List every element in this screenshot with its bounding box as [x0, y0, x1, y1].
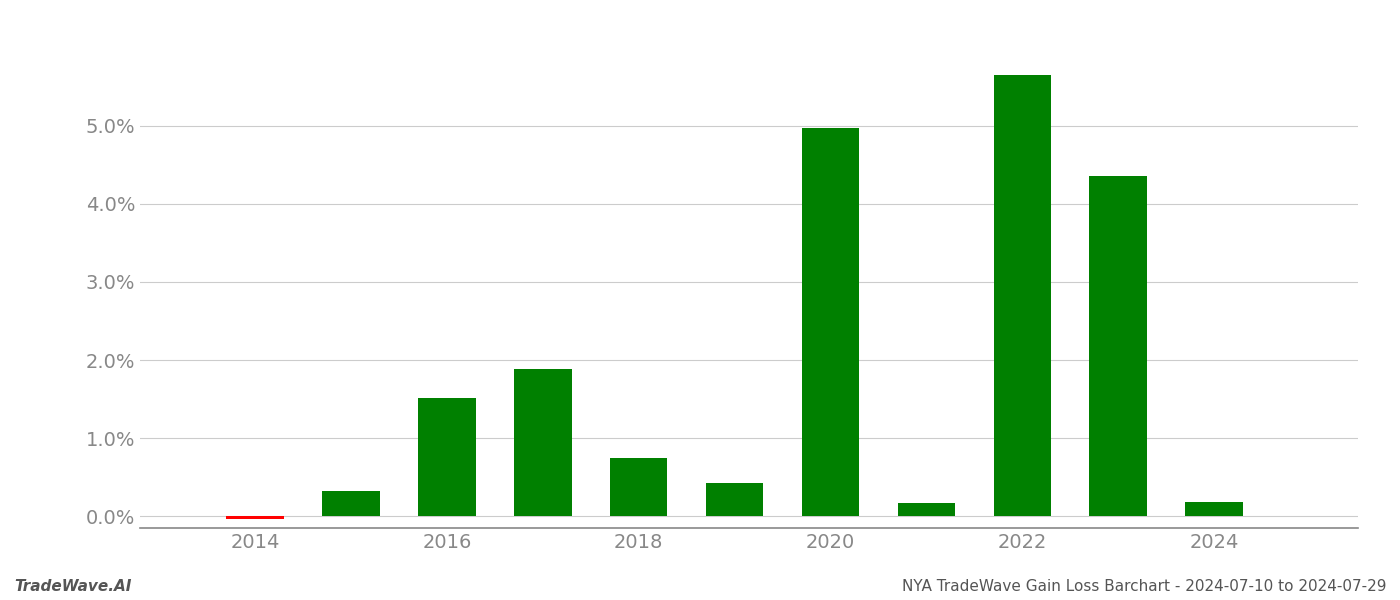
Text: TradeWave.AI: TradeWave.AI — [14, 579, 132, 594]
Bar — [227, 516, 284, 518]
Bar — [419, 398, 476, 516]
Bar — [514, 370, 571, 516]
Bar — [322, 491, 379, 516]
Bar — [994, 75, 1051, 516]
Bar — [1186, 502, 1243, 516]
Bar — [1089, 176, 1147, 516]
Bar — [706, 484, 763, 516]
Bar — [610, 458, 668, 516]
Bar — [897, 503, 955, 516]
Text: NYA TradeWave Gain Loss Barchart - 2024-07-10 to 2024-07-29: NYA TradeWave Gain Loss Barchart - 2024-… — [902, 579, 1386, 594]
Bar — [802, 128, 860, 516]
